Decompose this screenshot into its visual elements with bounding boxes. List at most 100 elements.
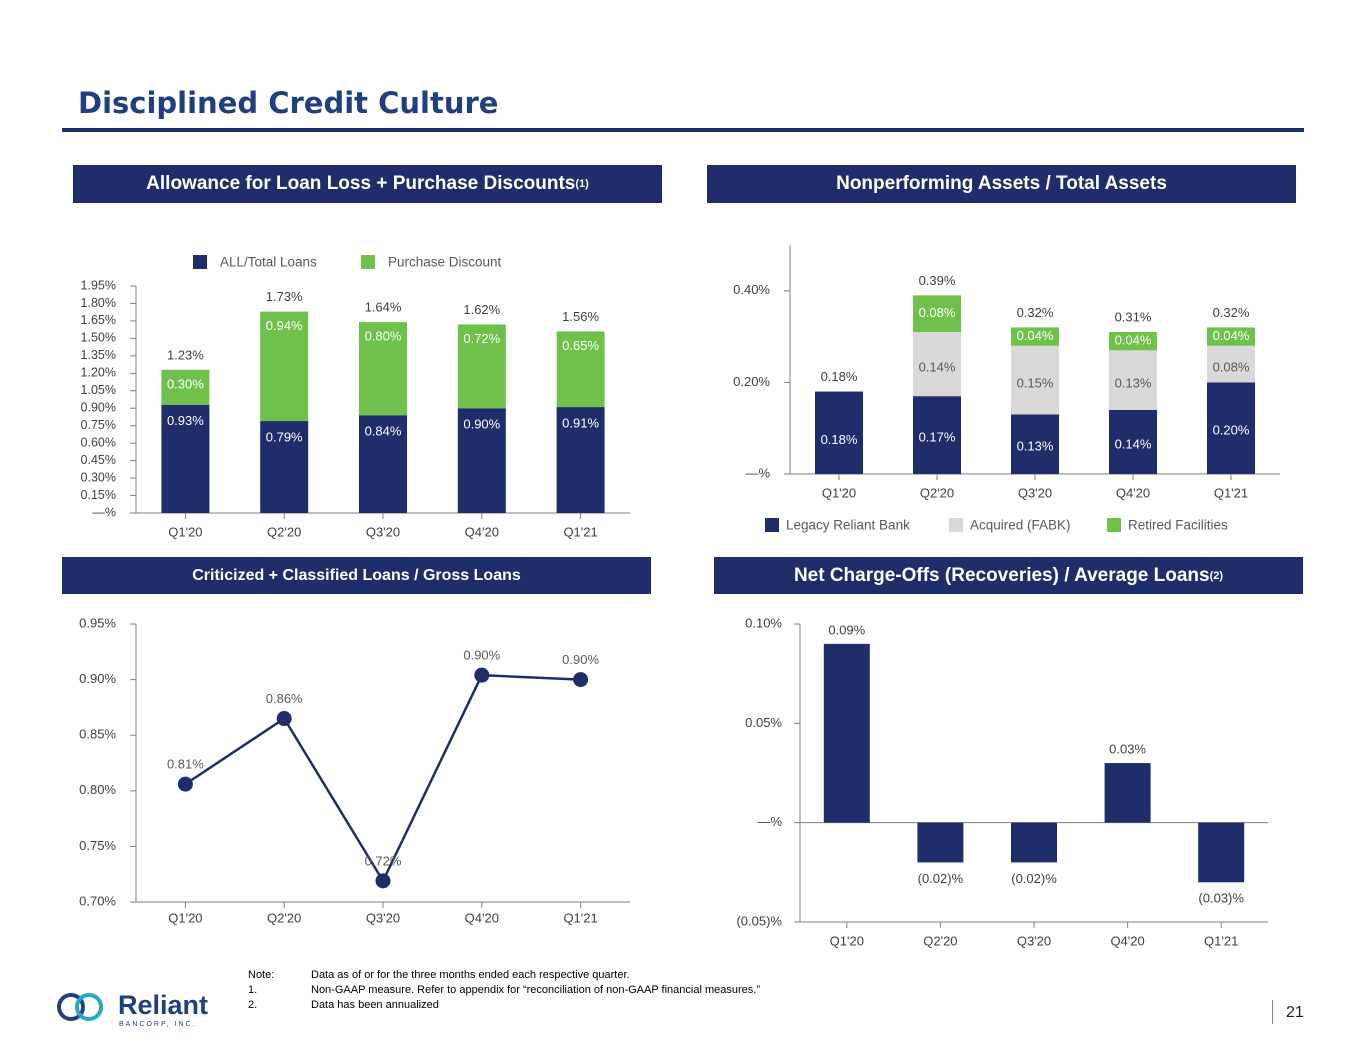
npa-bar-label: 0.14% xyxy=(1115,436,1152,451)
criticized-header-label: Criticized + Classified Loans / Gross Lo… xyxy=(192,566,521,584)
allowance-x-tick-label: Q1'21 xyxy=(563,524,597,539)
allowance-bar-label: 0.90% xyxy=(463,417,500,432)
allowance-bar-label: 0.72% xyxy=(463,331,500,346)
allowance-bar-all xyxy=(556,407,605,513)
allowance-y-tick-label: 0.75% xyxy=(81,418,116,432)
npa-bar-label: 0.18% xyxy=(821,432,858,447)
allowance-bar-label: 0.94% xyxy=(266,318,303,333)
npa-bar-label: 0.15% xyxy=(1017,376,1054,391)
npa-bar-label: 0.04% xyxy=(1115,333,1152,348)
npa-bar-segment xyxy=(1011,327,1059,346)
nco-x-tick-label: Q3'20 xyxy=(1017,933,1051,948)
allowance-bar-label: 0.91% xyxy=(562,416,599,431)
footnote-text: Data as of or for the three months ended… xyxy=(311,969,630,981)
npa-x-tick-label: Q4'20 xyxy=(1116,485,1150,500)
criticized-series-line xyxy=(184,673,581,884)
allowance-header-label: Allowance for Loan Loss + Purchase Disco… xyxy=(146,173,576,194)
npa-total-label: 0.32% xyxy=(1017,305,1054,320)
npa-bar-segment xyxy=(913,396,961,474)
npa-total-label: 0.39% xyxy=(919,273,956,288)
npa-bar-label: 0.08% xyxy=(919,305,956,320)
footnotes: Note: Data as of or for the three months … xyxy=(248,968,760,1013)
npa-legend-label: Acquired (FABK) xyxy=(970,518,1071,533)
criticized-point-label: 0.90% xyxy=(562,652,599,667)
npa-bar-label: 0.13% xyxy=(1115,376,1152,391)
criticized-x-tick-label: Q4'20 xyxy=(465,910,499,925)
allowance-bar-label: 0.80% xyxy=(365,329,402,344)
criticized-point-label: 0.90% xyxy=(463,648,500,663)
logo-wordmark: Reliant xyxy=(118,990,209,1020)
nco-bar-label: 0.09% xyxy=(828,622,865,637)
criticized-y-tick-label: 0.75% xyxy=(79,838,116,853)
allowance-y-tick-label: 0.30% xyxy=(81,470,116,484)
allowance-bar-all xyxy=(457,408,506,513)
allowance-bar-label: 0.30% xyxy=(167,376,204,391)
allowance-total-label: 1.73% xyxy=(266,289,303,304)
allowance-legend-label: Purchase Discount xyxy=(388,255,502,270)
nco-bar-label: (0.02)% xyxy=(918,871,964,886)
allowance-x-tick-label: Q4'20 xyxy=(465,524,499,539)
allowance-bar-discount xyxy=(260,311,309,422)
npa-total-label: 0.18% xyxy=(821,369,858,384)
npa-bar-segment xyxy=(1109,409,1157,474)
allowance-y-tick-label: 0.90% xyxy=(81,401,116,415)
npa-legend-swatch xyxy=(949,518,963,532)
npa-bar-label: 0.04% xyxy=(1017,328,1054,343)
allowance-x-tick-label: Q2'20 xyxy=(267,524,301,539)
criticized-x-tick-label: Q1'20 xyxy=(168,910,202,925)
allowance-total-label: 1.64% xyxy=(365,300,402,315)
npa-bar-label: 0.17% xyxy=(919,430,956,445)
allowance-total-label: 1.62% xyxy=(463,302,500,317)
nco-y-tick-label: (0.05)% xyxy=(736,913,782,928)
npa-bar-segment xyxy=(1109,332,1157,351)
npa-bar-label: 0.13% xyxy=(1017,439,1054,454)
npa-x-tick-label: Q1'20 xyxy=(822,485,856,500)
nco-y-tick-label: —% xyxy=(757,814,782,829)
nco-y-tick-label: 0.10% xyxy=(745,615,782,630)
allowance-bar-discount xyxy=(457,324,506,409)
allowance-x-tick-label: Q1'20 xyxy=(168,524,202,539)
npa-bar-label: 0.04% xyxy=(1213,328,1250,343)
nco-x-tick-label: Q1'20 xyxy=(830,933,864,948)
criticized-point-label: 0.72% xyxy=(365,853,402,868)
allowance-y-tick-label: 1.80% xyxy=(81,296,116,310)
npa-bar-segment xyxy=(1207,345,1255,383)
npa-y-tick-label: —% xyxy=(745,465,770,480)
criticized-y-tick-label: 0.80% xyxy=(79,782,116,797)
npa-total-label: 0.32% xyxy=(1213,305,1250,320)
npa-bar-segment xyxy=(1109,350,1157,410)
reliant-logo-icon xyxy=(57,993,103,1021)
npa-x-tick-label: Q2'20 xyxy=(920,485,954,500)
npa-bar-label: 0.14% xyxy=(919,360,956,375)
npa-total-label: 0.31% xyxy=(1115,309,1152,324)
allowance-y-tick-label: 1.20% xyxy=(81,366,116,380)
nco-x-tick-label: Q4'20 xyxy=(1110,933,1144,948)
criticized-data-point xyxy=(276,711,292,727)
allowance-bar-discount xyxy=(161,369,210,405)
criticized-y-tick-label: 0.90% xyxy=(79,671,116,686)
nco-x-tick-label: Q1'21 xyxy=(1204,933,1238,948)
npa-y-tick-label: 0.20% xyxy=(733,374,770,389)
allowance-bar-discount xyxy=(556,331,605,408)
allowance-y-tick-label: 1.65% xyxy=(81,313,116,327)
nco-bar xyxy=(917,822,964,863)
allowance-header-footnote: (1) xyxy=(575,178,589,190)
criticized-point-label: 0.81% xyxy=(167,757,204,772)
allowance-y-tick-label: 1.95% xyxy=(81,278,116,292)
criticized-y-tick-label: 0.95% xyxy=(79,615,116,630)
npa-bar-segment xyxy=(1011,414,1059,474)
criticized-data-point xyxy=(177,776,193,792)
allowance-total-label: 1.23% xyxy=(167,347,204,362)
allowance-bar-label: 0.84% xyxy=(365,424,402,439)
allowance-header: Allowance for Loan Loss + Purchase Disco… xyxy=(73,165,662,203)
criticized-header: Criticized + Classified Loans / Gross Lo… xyxy=(62,557,651,594)
npa-bar-label: 0.08% xyxy=(1213,360,1250,375)
nco-header: Net Charge-Offs (Recoveries) / Average L… xyxy=(714,557,1303,594)
npa-legend-swatch xyxy=(765,518,779,532)
allowance-y-tick-label: 1.35% xyxy=(81,348,116,362)
npa-legend-label: Retired Facilities xyxy=(1128,518,1228,533)
page-number: 21 xyxy=(1286,1004,1304,1021)
allowance-bar-all xyxy=(161,404,210,513)
npa-bar-segment xyxy=(1207,327,1255,346)
